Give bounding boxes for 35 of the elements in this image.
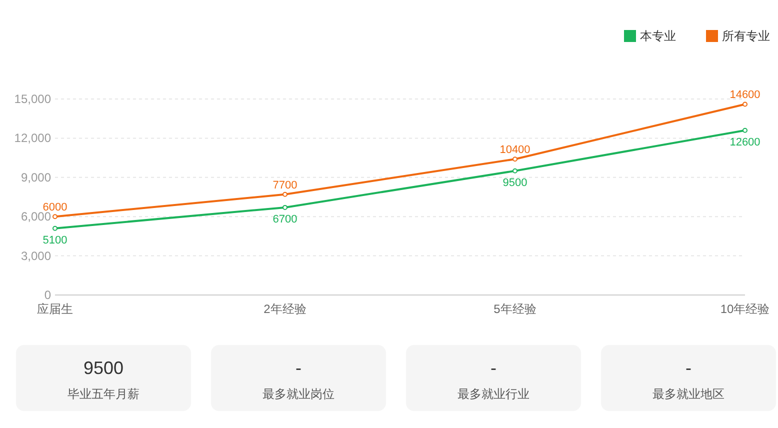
y-tick-label: 6,000 <box>20 210 52 224</box>
point <box>512 168 518 174</box>
text: - <box>686 358 692 378</box>
point <box>512 156 518 162</box>
point <box>282 192 288 197</box>
text: - <box>296 358 302 378</box>
data-label: 14600 <box>730 89 760 102</box>
text: - <box>490 358 496 378</box>
point <box>742 128 748 133</box>
data-label: 10400 <box>500 144 530 156</box>
data-label: 12600 <box>730 136 760 148</box>
data-label: 7700 <box>272 179 298 192</box>
point <box>52 214 58 220</box>
text: 9500 <box>83 358 124 378</box>
x-tick-label: 5年经验 <box>494 302 536 316</box>
x-tick-label: 10年经验 <box>720 302 770 316</box>
legend-label: 本专业 <box>640 29 676 43</box>
x-tick-label: 2年经验 <box>264 302 306 316</box>
x-tick-label: 应届生 <box>37 302 73 316</box>
data-label: 5100 <box>42 234 68 246</box>
text: 最多就业地区 <box>652 387 724 401</box>
point <box>52 226 58 231</box>
y-tick-label: 12,000 <box>14 131 52 146</box>
data-label: 9500 <box>502 176 528 189</box>
text: 最多就业岗位 <box>262 387 334 401</box>
point <box>282 204 288 210</box>
y-tick-label: 0 <box>44 288 52 302</box>
y-tick-label: 15,000 <box>14 92 52 106</box>
text: 最多就业行业 <box>458 387 530 401</box>
data-label: 6700 <box>272 213 298 226</box>
text: 毕业五年月薪 <box>68 387 140 401</box>
legend-label: 所有专业 <box>722 29 770 43</box>
point <box>742 102 748 107</box>
y-tick-label: 9,000 <box>20 170 52 184</box>
y-tick-label: 3,000 <box>20 248 52 263</box>
